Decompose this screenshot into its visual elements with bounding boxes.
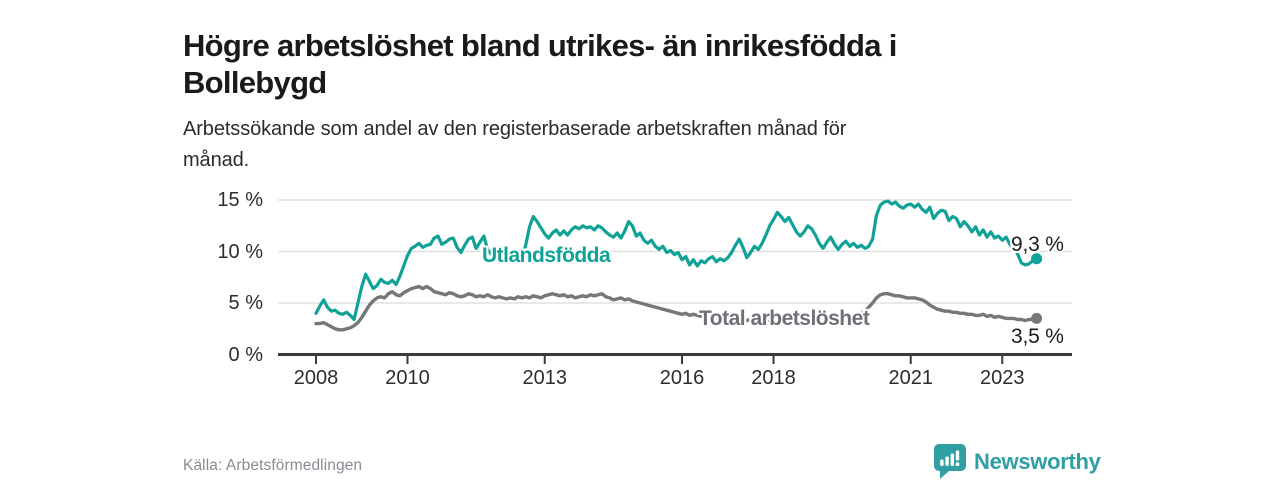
series-line-total: [314, 284, 1039, 332]
end-value-label-total: 3,5 %: [1011, 325, 1064, 348]
chart-subtitle: Arbetssökande som andel av den registerb…: [183, 114, 1063, 176]
x-tick-label: 2010: [385, 367, 430, 389]
y-tick-label: 10 %: [217, 240, 263, 263]
series-end-dot-utlandsfodda: [1031, 253, 1043, 265]
x-tick-label: 2013: [522, 367, 568, 389]
chart-subtitle-line-1: Arbetssökande som andel av den registerb…: [183, 118, 847, 140]
series-label-total: Total arbetslöshet: [699, 307, 870, 330]
x-tick-label: 2023: [980, 367, 1025, 389]
y-tick-label: 5 %: [228, 292, 263, 314]
source-note: Källa: Arbetsförmedlingen: [183, 457, 363, 474]
newsworthy-wordmark: Newsworthy: [974, 449, 1101, 474]
y-tick-label: 15 %: [217, 189, 263, 211]
newsworthy-speech-bubble-chart-icon: [934, 444, 966, 479]
x-tick-label: 2008: [293, 367, 339, 389]
x-tick-label: 2021: [888, 367, 934, 389]
series-end-dot-total: [1031, 312, 1043, 324]
series-line-utlandsfodda: [314, 199, 1039, 322]
end-value-label-utlandsfodda: 9,3 %: [1011, 233, 1064, 256]
page-title-line-1: Högre arbetslöshet bland utrikes- än inr…: [183, 27, 897, 63]
chart-subtitle-line-2: månad.: [183, 149, 250, 171]
page-title: Högre arbetslöshet bland utrikes- än inr…: [183, 27, 1123, 101]
series-label-utlandsfodda: Utlandsfödda: [482, 244, 611, 267]
x-tick-label: 2016: [659, 367, 705, 389]
y-tick-label: 0 %: [228, 343, 263, 366]
newsworthy-logo: Newsworthy: [933, 443, 1101, 479]
x-tick-label: 2018: [751, 367, 796, 389]
page-title-line-2: Bollebygd: [183, 64, 327, 100]
